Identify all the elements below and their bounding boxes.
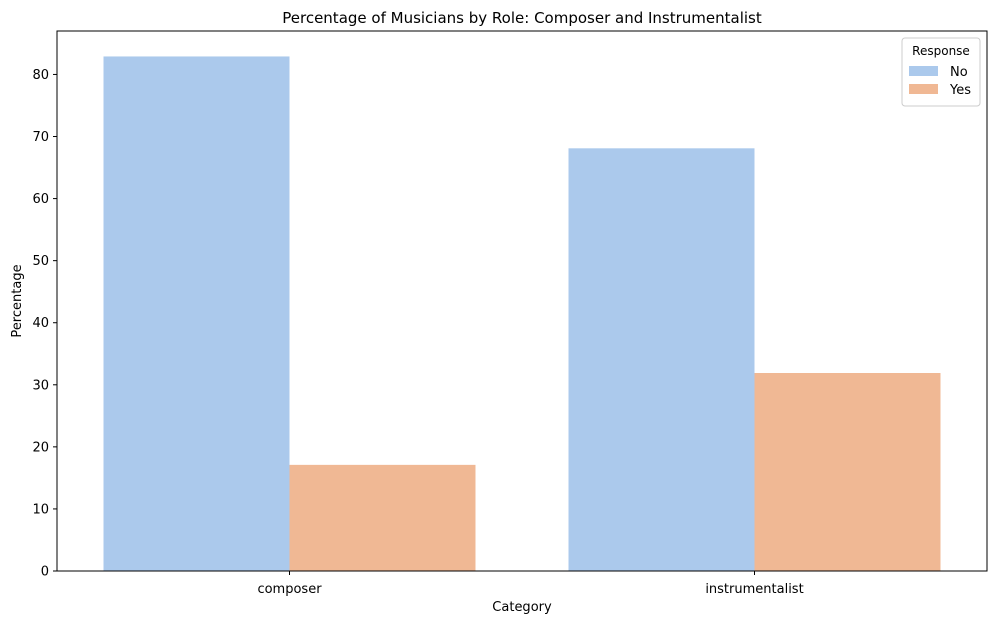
y-tick-label: 40 <box>32 316 49 331</box>
x-tick-label-composer: composer <box>257 582 322 597</box>
y-tick-label: 20 <box>32 440 49 455</box>
y-tick-label: 0 <box>41 565 49 580</box>
bar-instrumentalist-yes <box>754 373 941 571</box>
legend-swatch-no <box>909 66 938 76</box>
plot-frame <box>56 30 988 572</box>
legend: Response No Yes <box>901 37 981 107</box>
y-tick-label: 80 <box>32 68 49 83</box>
bar-instrumentalist-no <box>568 148 755 571</box>
chart-title: Percentage of Musicians by Role: Compose… <box>282 9 762 27</box>
x-axis-label: Category <box>492 600 552 615</box>
legend-label-no: No <box>950 65 968 80</box>
y-tick-label: 60 <box>32 192 49 207</box>
legend-swatch-yes <box>909 84 938 94</box>
x-tick-label-instrumentalist: instrumentalist <box>705 582 803 597</box>
y-axis-label: Percentage <box>10 264 25 337</box>
bar-composer-no <box>103 56 290 571</box>
x-axis: composer instrumentalist <box>257 571 804 597</box>
bars-layer <box>103 56 941 571</box>
legend-label-yes: Yes <box>949 83 971 98</box>
y-tick-label: 50 <box>32 254 49 269</box>
bar-composer-yes <box>289 464 476 571</box>
y-axis: 0 10 20 30 40 50 60 70 80 <box>32 68 57 580</box>
y-tick-label: 30 <box>32 378 49 393</box>
y-tick-label: 10 <box>32 502 49 517</box>
legend-title: Response <box>912 44 970 58</box>
y-tick-label: 70 <box>32 130 49 145</box>
